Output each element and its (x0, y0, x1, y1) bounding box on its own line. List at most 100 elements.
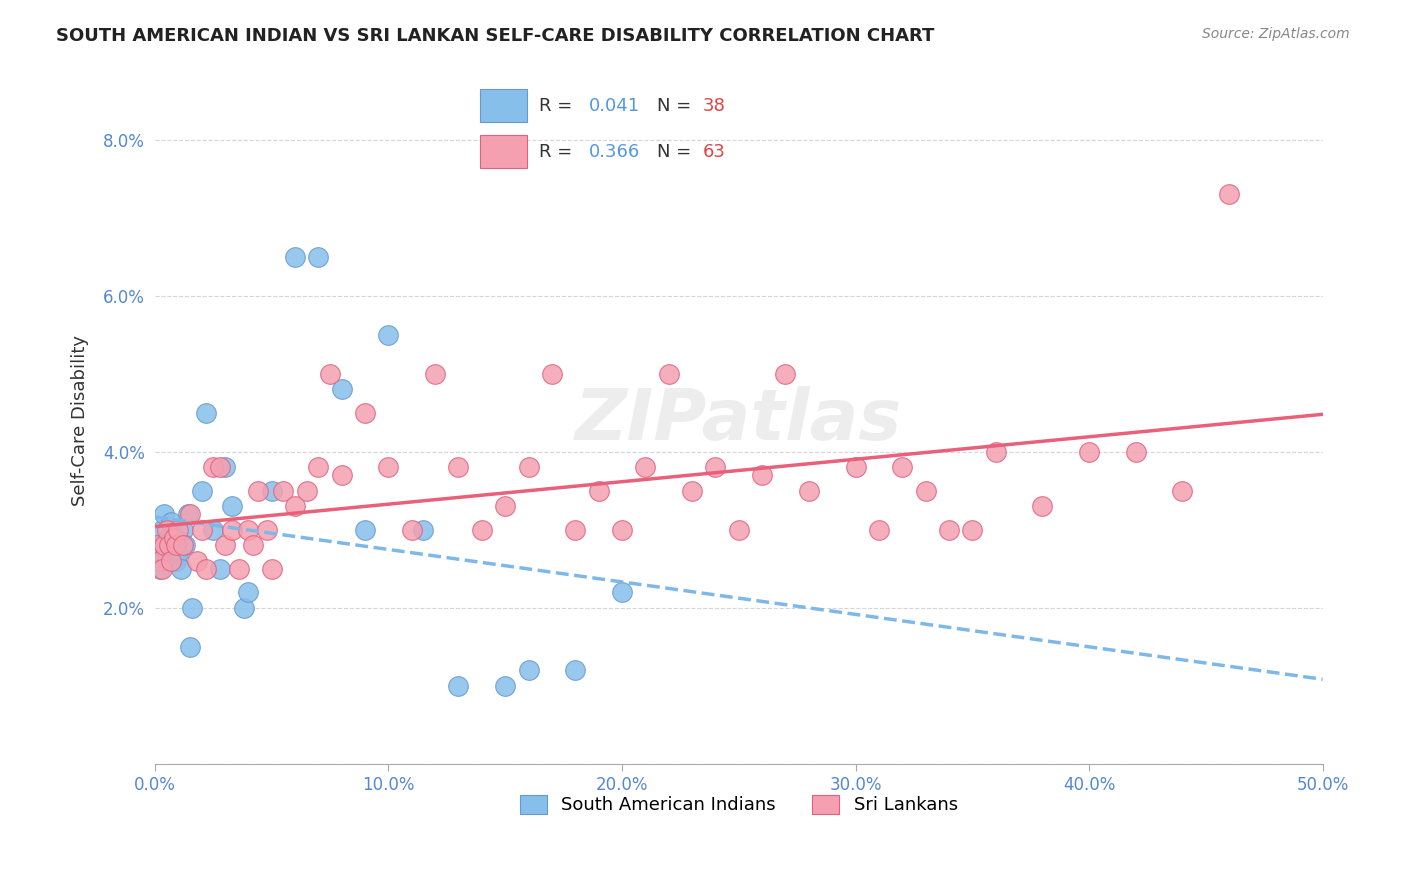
Point (634, 460, 657, 475)
Text: 0.366: 0.366 (589, 143, 640, 161)
Point (494, 500, 516, 514)
Point (727, 523, 749, 537)
Bar (481, 89, 527, 122)
Point (169, 562, 191, 576)
Point (221, 500, 243, 514)
Point (190, 483, 212, 498)
Point (174, 538, 197, 552)
Point (284, 250, 307, 264)
Point (1125, 445, 1147, 459)
Text: 63: 63 (703, 143, 725, 161)
Point (260, 562, 283, 576)
Point (868, 523, 890, 537)
Point (179, 640, 201, 654)
Point (891, 460, 914, 475)
Point (447, 679, 470, 693)
Point (354, 406, 377, 420)
Point (271, 483, 294, 498)
Point (751, 468, 773, 483)
Point (658, 367, 681, 381)
Point (610, 523, 633, 537)
Point (195, 562, 218, 576)
Point (165, 538, 187, 552)
Point (153, 538, 176, 552)
Point (246, 483, 269, 498)
Point (146, 538, 169, 552)
Point (176, 507, 198, 521)
Point (377, 460, 399, 475)
Point (202, 460, 225, 475)
Text: ZIPatlas: ZIPatlas (575, 386, 903, 455)
Point (307, 460, 329, 475)
Point (167, 546, 190, 560)
Point (260, 483, 283, 498)
Point (401, 523, 423, 537)
Point (238, 585, 260, 599)
Point (1218, 187, 1240, 202)
Point (160, 554, 183, 568)
Point (797, 483, 820, 498)
Text: R =: R = (538, 143, 578, 161)
Point (209, 562, 232, 576)
Point (447, 460, 470, 475)
Point (190, 523, 212, 537)
Point (148, 554, 170, 568)
Point (150, 523, 173, 537)
Point (256, 523, 278, 537)
Point (150, 562, 173, 576)
Point (242, 538, 264, 552)
Point (354, 523, 377, 537)
Point (775, 367, 797, 381)
Point (146, 538, 169, 552)
Y-axis label: Self-Care Disability: Self-Care Disability (72, 335, 89, 506)
Point (284, 500, 307, 514)
Point (214, 460, 236, 475)
Point (202, 523, 225, 537)
Point (330, 468, 353, 483)
Point (172, 523, 194, 537)
Point (844, 460, 866, 475)
Point (155, 554, 177, 568)
Point (209, 460, 232, 475)
Point (155, 538, 177, 552)
Point (160, 515, 183, 529)
Point (564, 523, 586, 537)
Point (238, 523, 260, 537)
Text: SOUTH AMERICAN INDIAN VS SRI LANKAN SELF-CARE DISABILITY CORRELATION CHART: SOUTH AMERICAN INDIAN VS SRI LANKAN SELF… (56, 27, 935, 45)
Point (517, 663, 540, 677)
Point (412, 523, 434, 537)
Point (564, 663, 586, 677)
Point (610, 585, 633, 599)
Text: 38: 38 (703, 96, 725, 114)
Bar (481, 136, 527, 168)
Text: Source: ZipAtlas.com: Source: ZipAtlas.com (1202, 27, 1350, 41)
Point (494, 679, 516, 693)
Point (1171, 483, 1194, 498)
Point (423, 367, 446, 381)
Point (330, 383, 353, 397)
Point (588, 483, 610, 498)
Legend: South American Indians, Sri Lankans: South American Indians, Sri Lankans (510, 786, 967, 823)
Point (377, 327, 399, 342)
Point (214, 538, 236, 552)
Point (153, 507, 176, 521)
Point (307, 250, 329, 264)
Point (162, 531, 184, 545)
Point (150, 546, 173, 560)
Point (681, 483, 703, 498)
Point (319, 367, 342, 381)
Point (186, 554, 208, 568)
Point (157, 531, 180, 545)
Point (1078, 445, 1101, 459)
Point (195, 406, 218, 420)
Point (181, 600, 204, 615)
Text: 0.041: 0.041 (589, 96, 640, 114)
Point (228, 562, 250, 576)
Point (938, 523, 960, 537)
Point (221, 523, 243, 537)
Point (167, 523, 190, 537)
Point (295, 483, 318, 498)
Point (914, 483, 936, 498)
Point (165, 554, 187, 568)
Point (232, 600, 254, 615)
